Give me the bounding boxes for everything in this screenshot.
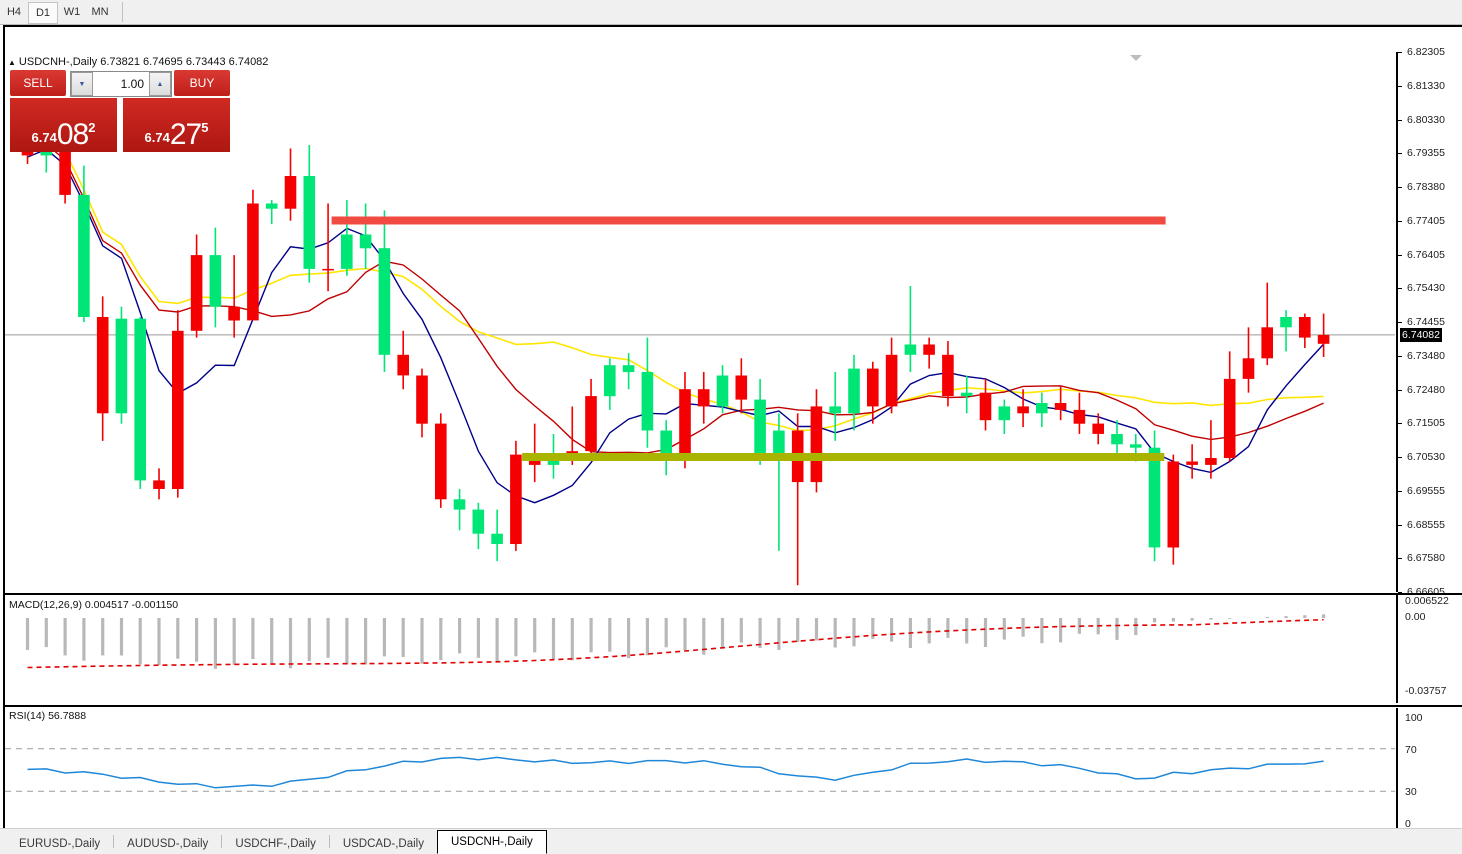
timeframe-mn[interactable]: MN — [91, 6, 109, 18]
price-axis-tick — [1398, 288, 1402, 290]
symbol-tab-bar: EURUSD-,Daily AUDUSD-,Daily USDCHF-,Daily U… — [0, 828, 1462, 854]
price-axis-label: 6.74455 — [1407, 316, 1445, 328]
price-axis-tick — [1398, 220, 1402, 222]
sell-price-big: 08 — [56, 118, 89, 151]
chart-marker-icon — [1130, 55, 1142, 61]
price-axis-label: 6.75430 — [1407, 282, 1445, 295]
price-axis-tick — [1398, 389, 1402, 391]
rsi-axis-label: 0 — [1405, 818, 1411, 830]
chart-title: ▲ USDCNH-,Daily 6.73821 6.74695 6.73443 6… — [8, 56, 268, 68]
chart-frame — [3, 25, 1462, 828]
price-axis-label: 6.70530 — [1407, 451, 1445, 463]
price-axis-tick — [1398, 355, 1402, 357]
chart-title-text: USDCNH-,Daily 6.73821 6.74695 6.73443 6.… — [18, 56, 269, 68]
sell-price-display[interactable]: 6.74 08 2 — [10, 98, 117, 152]
price-axis-label: 6.73480 — [1407, 349, 1445, 362]
volume-stepper[interactable]: ▼ 1.00 ▲ — [70, 71, 172, 97]
buy-price-display[interactable]: 6.74 27 5 — [123, 98, 230, 152]
price-axis-label: 6.82305 — [1407, 46, 1445, 58]
price-axis-tick — [1398, 490, 1402, 492]
timeframe-w1[interactable]: W1 — [63, 6, 81, 18]
trade-panel-prices: 6.74 08 2 6.74 27 5 — [10, 98, 230, 152]
price-axis-tick — [1398, 322, 1402, 323]
price-axis-tick — [1398, 457, 1402, 458]
buy-button[interactable]: BUY — [174, 70, 230, 96]
price-axis-tick — [1398, 423, 1402, 425]
price-axis-tick — [1398, 52, 1402, 53]
sell-price-base: 6.74 — [31, 130, 57, 145]
price-axis-label: 6.78380 — [1407, 181, 1445, 193]
trade-panel-top: SELL ▼ 1.00 ▲ BUY — [10, 70, 230, 98]
timeframe-d1[interactable]: D1 — [28, 2, 58, 24]
macd-svg — [25, 614, 1326, 669]
price-axis-tick — [1398, 254, 1402, 256]
price-axis-tick — [1398, 524, 1402, 526]
macd-axis-label: 0.006522 — [1405, 595, 1449, 607]
volume-input[interactable]: 1.00 — [120, 77, 144, 91]
symbol-tab-eurusd[interactable]: EURUSD-,Daily — [19, 838, 101, 850]
buy-price-big: 27 — [169, 118, 202, 151]
macd-label: MACD(12,26,9) 0.004517 -0.001150 — [9, 599, 179, 611]
symbol-tab-usdcad[interactable]: USDCAD-,Daily — [342, 838, 424, 850]
price-axis-tick — [1398, 119, 1402, 121]
symbol-tab-usdcnh[interactable]: USDCNH-,Daily — [436, 830, 547, 854]
price-axis-tick — [1398, 153, 1402, 155]
rsi-axis-label: 70 — [1405, 743, 1417, 756]
rsi-label: RSI(14) 56.7888 — [9, 710, 87, 722]
price-axis-label: 6.81330 — [1407, 79, 1445, 92]
price-axis-tick — [1398, 187, 1402, 188]
one-click-trading-panel[interactable]: SELL ▼ 1.00 ▲ BUY 6.74 08 2 6.74 27 5 — [10, 70, 230, 152]
macd-pane[interactable] — [5, 596, 1395, 702]
timeframe-h4[interactable]: H4 — [6, 6, 22, 18]
price-axis-label: 6.72480 — [1407, 383, 1445, 396]
volume-decrement-button[interactable]: ▼ — [71, 72, 93, 96]
pane-separator-macd — [3, 593, 1462, 595]
price-axis-label: 6.80330 — [1407, 113, 1445, 126]
macd-axis-label: -0.03757 — [1405, 685, 1447, 697]
tab-divider — [113, 835, 115, 848]
pane-separator-rsi — [3, 705, 1462, 707]
candlestick-svg — [5, 105, 1395, 586]
price-axis-tick — [1398, 85, 1402, 87]
tab-divider — [221, 835, 223, 848]
price-axis-label: 6.71505 — [1407, 417, 1445, 430]
buy-price-base: 6.74 — [144, 130, 170, 145]
rsi-svg — [5, 748, 1395, 792]
price-axis-label: 6.79355 — [1407, 147, 1445, 160]
price-axis-tick — [1398, 558, 1402, 560]
price-axis-label: 6.68555 — [1407, 518, 1445, 531]
price-axis[interactable]: 6.82305 6.81330 6.80330 6.79355 6.78380 6.774… — [1396, 46, 1462, 598]
chart-window: ▲ USDCNH-,Daily 6.73821 6.74695 6.73443 6… — [0, 25, 1462, 854]
tab-divider — [328, 835, 330, 848]
price-axis-tick — [1398, 592, 1402, 593]
collapse-triangle-icon[interactable]: ▲ — [8, 58, 16, 67]
sell-button[interactable]: SELL — [10, 70, 66, 96]
price-axis-label: 6.66605 — [1407, 586, 1445, 598]
rsi-axis-label: 30 — [1405, 786, 1417, 799]
sell-price-fraction: 2 — [88, 120, 96, 135]
price-chart-pane[interactable] — [5, 52, 1395, 592]
symbol-tab-usdchf[interactable]: USDCHF-,Daily — [235, 838, 316, 850]
macd-axis: 0.006522 0.00 -0.03757 — [1396, 595, 1462, 703]
buy-price-fraction: 5 — [201, 120, 209, 135]
toolbar-divider — [122, 2, 123, 22]
rsi-axis: 100 70 30 0 — [1396, 708, 1462, 830]
price-axis-label: 6.76405 — [1407, 248, 1445, 261]
rsi-pane[interactable] — [5, 709, 1395, 829]
price-axis-label: 6.69555 — [1407, 484, 1445, 497]
price-axis-label: 6.67580 — [1407, 552, 1445, 565]
current-price-label: 6.74082 — [1400, 327, 1442, 342]
macd-axis-label: 0.00 — [1405, 611, 1426, 623]
price-axis-label: 6.77405 — [1407, 214, 1445, 227]
timeframe-toolbar: H4 D1 W1 MN — [0, 0, 1462, 25]
rsi-axis-label: 100 — [1405, 712, 1423, 724]
volume-increment-button[interactable]: ▲ — [149, 72, 171, 96]
symbol-tab-audusd[interactable]: AUDUSD-,Daily — [127, 838, 209, 850]
